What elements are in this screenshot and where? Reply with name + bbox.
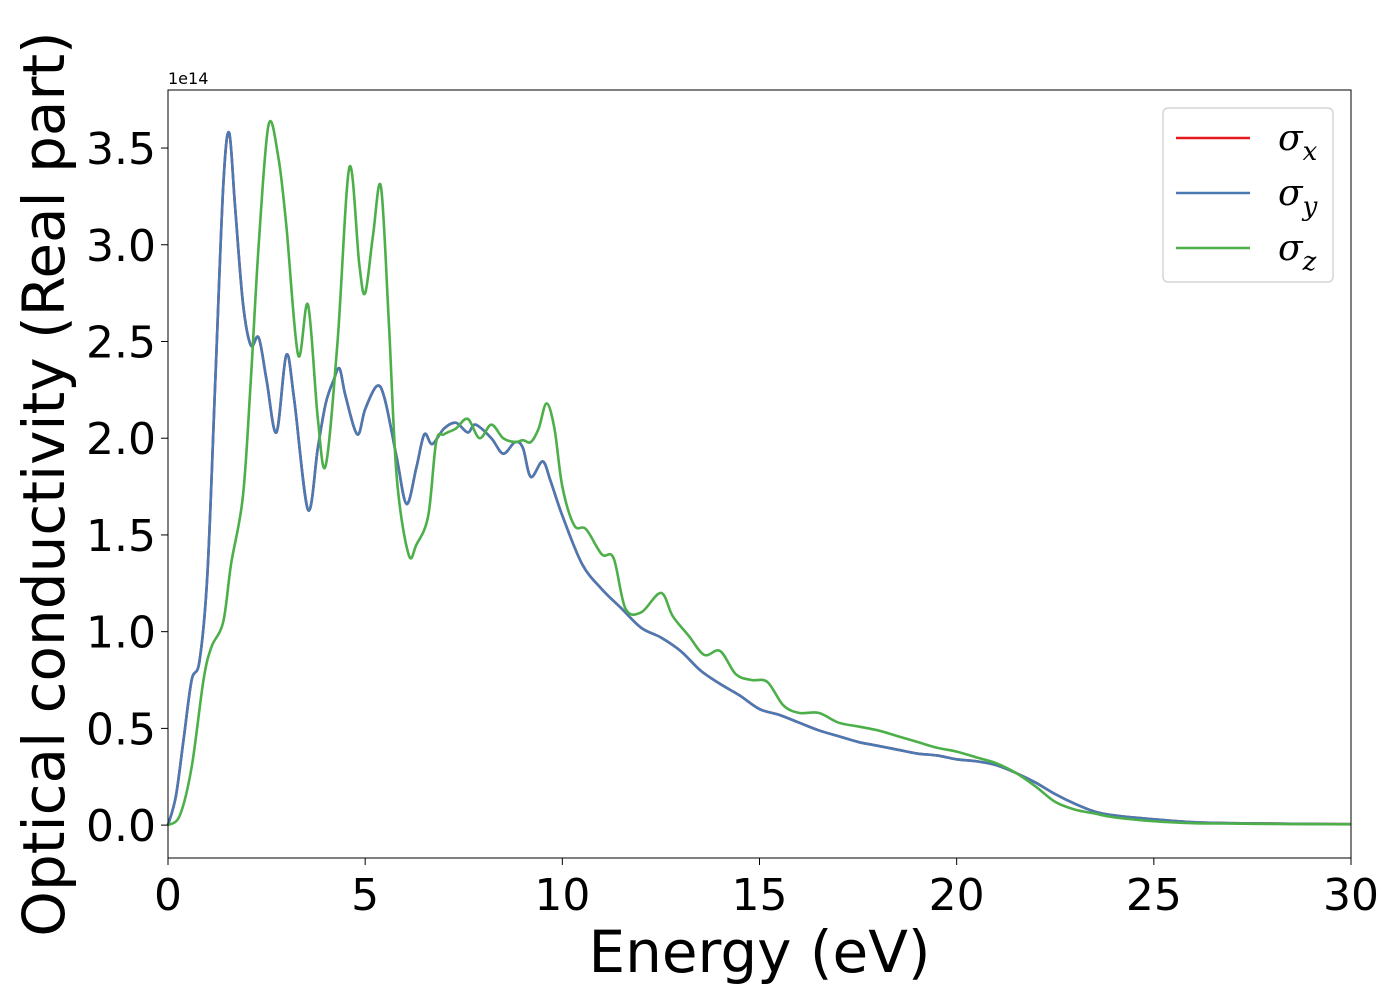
y-tick-label: 0.0 bbox=[86, 801, 156, 852]
y-offset-label: 1e14 bbox=[168, 69, 208, 88]
x-tick-label: 20 bbox=[929, 870, 985, 921]
y-tick-label: 1.5 bbox=[86, 511, 156, 562]
series-line-y bbox=[166, 130, 1352, 826]
y-axis-label: Optical conductivity (Real part) bbox=[10, 31, 78, 936]
series-layer bbox=[166, 120, 1352, 827]
y-tick-label: 2.0 bbox=[86, 414, 156, 465]
x-tick-label: 25 bbox=[1126, 870, 1182, 921]
x-tick-label: 30 bbox=[1323, 870, 1379, 921]
x-axis: 0 5 10 15 20 25 30 bbox=[154, 858, 1379, 921]
x-tick-label: 0 bbox=[154, 870, 182, 921]
legend-box bbox=[1162, 107, 1334, 283]
y-tick-label: 3.0 bbox=[86, 221, 156, 272]
y-tick-label: 1.0 bbox=[86, 608, 156, 659]
x-tick-label: 5 bbox=[351, 870, 379, 921]
y-axis: 0.0 0.5 1.0 1.5 2.0 2.5 3.0 3.5 bbox=[86, 124, 168, 852]
legend-label-z: σz bbox=[1278, 228, 1317, 277]
y-tick-label: 2.5 bbox=[86, 317, 156, 368]
legend-label-x: σx bbox=[1278, 118, 1318, 167]
legend-label-y: σy bbox=[1278, 173, 1318, 222]
y-tick-label: 0.5 bbox=[86, 704, 156, 755]
x-tick-label: 10 bbox=[534, 870, 590, 921]
x-axis-label: Energy (eV) bbox=[588, 918, 930, 986]
legend: σx σy σz bbox=[1162, 107, 1334, 283]
series-line-z bbox=[167, 120, 1352, 827]
x-tick-label: 15 bbox=[732, 870, 788, 921]
y-tick-label: 3.5 bbox=[86, 124, 156, 175]
